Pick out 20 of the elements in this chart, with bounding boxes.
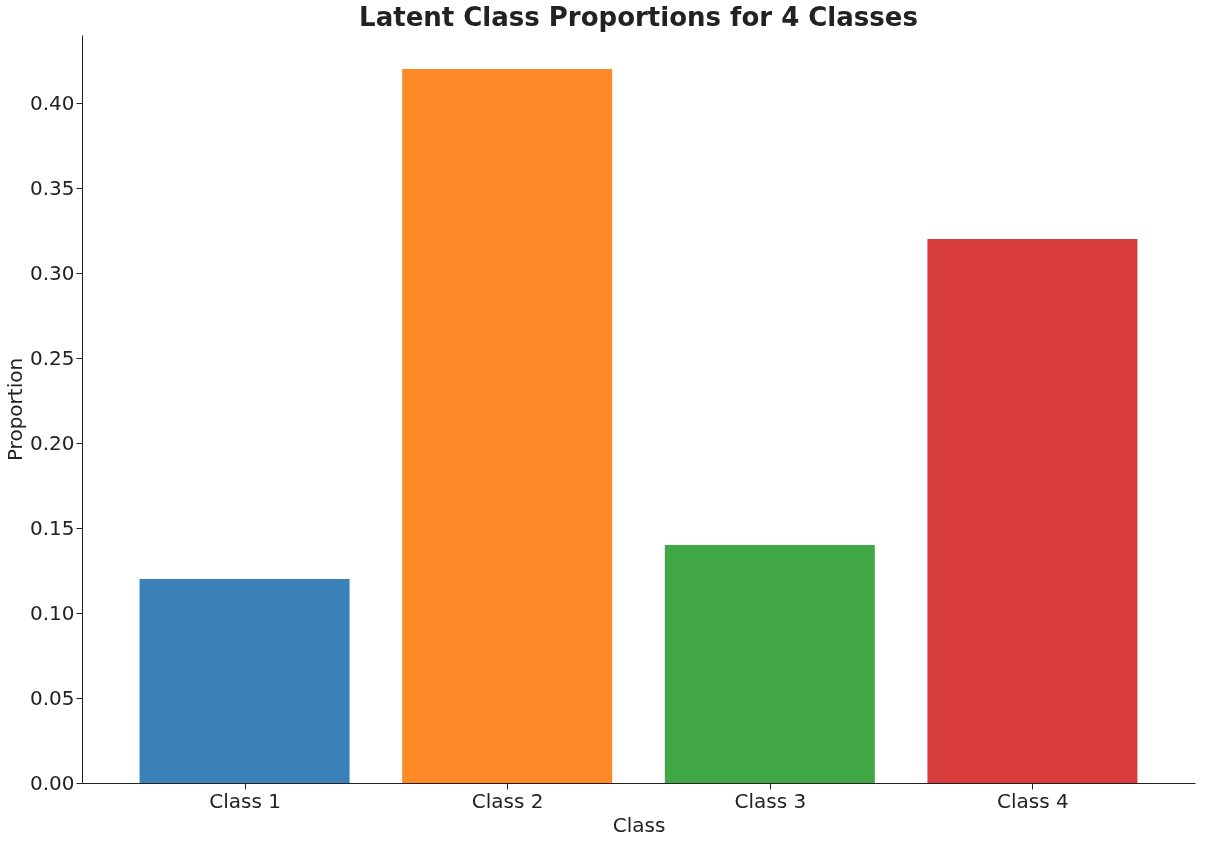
- x-tick-label: Class 3: [734, 788, 807, 813]
- y-tick-label: 0.25: [29, 345, 75, 370]
- y-tick-label: 0.35: [29, 175, 75, 200]
- x-tick-label: Class 2: [471, 788, 544, 813]
- bar: [139, 579, 350, 783]
- y-tick-label: 0.40: [29, 90, 75, 115]
- bar: [402, 69, 613, 783]
- y-tick-label: 0.20: [29, 430, 75, 455]
- x-axis-title: Class: [612, 812, 666, 837]
- y-tick-label: 0.30: [29, 260, 75, 285]
- y-tick-label: 0.15: [29, 515, 75, 540]
- y-tick-label: 0.00: [29, 770, 75, 795]
- x-tick-label: Class 4: [997, 788, 1069, 813]
- y-axis-title: Proportion: [2, 357, 27, 462]
- bar: [927, 239, 1138, 783]
- bar: [664, 545, 875, 783]
- y-tick-label: 0.10: [29, 600, 75, 625]
- x-tick-label: Class 1: [209, 788, 281, 813]
- chart-title: Latent Class Proportions for 4 Classes: [359, 2, 918, 32]
- y-tick-label: 0.05: [29, 685, 75, 710]
